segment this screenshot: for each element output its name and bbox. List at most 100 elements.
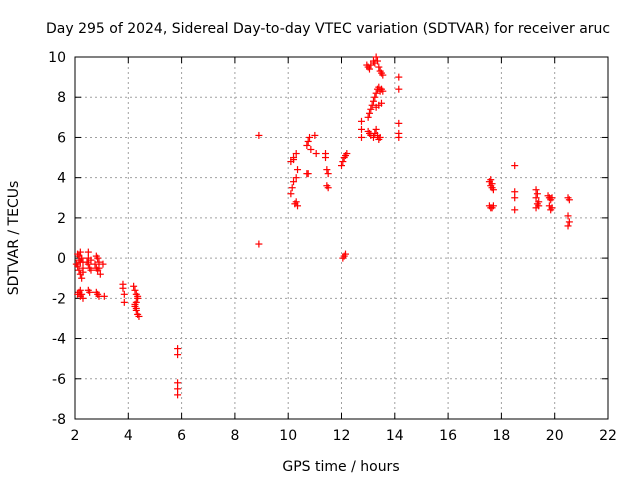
data-point: [83, 258, 91, 266]
x-tick-label: 16: [439, 428, 457, 444]
y-tick-label: -8: [52, 412, 66, 428]
data-point: [372, 125, 380, 133]
data-point: [304, 170, 312, 178]
data-point: [130, 282, 138, 290]
data-point: [367, 105, 375, 113]
data-point: [323, 166, 331, 174]
data-point: [76, 286, 84, 294]
data-point: [324, 170, 332, 178]
data-point: [306, 133, 314, 141]
chart-title: Day 295 of 2024, Sidereal Day-to-day VTE…: [46, 21, 610, 37]
data-point: [76, 248, 84, 256]
data-point: [86, 288, 94, 296]
data-point: [369, 133, 377, 141]
data-point: [303, 141, 311, 149]
data-point: [304, 137, 312, 145]
y-axis-label: SDTVAR / TECUs: [6, 181, 22, 296]
data-point: [489, 186, 497, 194]
data-point: [376, 133, 384, 141]
data-point: [292, 174, 300, 182]
data-point: [131, 286, 139, 294]
data-point: [533, 190, 541, 198]
data-point: [379, 87, 387, 95]
data-point: [292, 198, 300, 206]
data-point: [372, 89, 380, 97]
data-point: [288, 184, 296, 192]
data-point: [338, 162, 345, 170]
data-point: [532, 204, 540, 212]
data-point: [511, 162, 519, 170]
data-point: [395, 85, 403, 93]
data-point: [100, 292, 108, 300]
data-point: [395, 73, 403, 81]
data-point: [174, 391, 182, 399]
data-point: [368, 101, 376, 109]
data-point: [489, 202, 497, 210]
data-point: [135, 312, 143, 320]
data-point: [120, 290, 128, 298]
data-point: [174, 345, 182, 353]
data-point: [565, 218, 573, 226]
data-point: [120, 298, 128, 306]
data-point: [535, 198, 543, 206]
data-point: [131, 300, 139, 308]
data-point: [87, 256, 95, 264]
data-point: [174, 379, 182, 387]
data-point: [78, 290, 86, 298]
y-tick-label: 6: [57, 130, 66, 146]
data-point: [357, 133, 365, 141]
y-tick-label: 0: [57, 251, 66, 267]
data-point: [511, 194, 519, 202]
data-point: [312, 150, 320, 158]
y-tick-label: 4: [57, 171, 66, 187]
data-point: [395, 133, 403, 141]
data-point: [290, 178, 298, 186]
y-tick-label: 10: [48, 50, 66, 66]
data-point: [84, 248, 92, 256]
x-tick-label: 4: [124, 428, 133, 444]
data-point: [377, 99, 385, 107]
data-point: [369, 97, 377, 105]
x-tick-label: 20: [546, 428, 564, 444]
y-tick-label: -6: [52, 372, 66, 388]
data-point: [78, 274, 86, 282]
data-point: [365, 109, 373, 117]
x-tick-label: 14: [386, 428, 404, 444]
data-point: [292, 150, 300, 158]
data-point: [339, 158, 347, 166]
data-point: [290, 156, 298, 164]
data-points: [72, 53, 573, 399]
data-point: [367, 61, 375, 69]
data-point: [365, 65, 373, 73]
data-point: [564, 222, 572, 230]
y-tick-label: 8: [57, 90, 66, 106]
data-point: [375, 63, 383, 71]
data-point: [487, 176, 495, 184]
axis-ticks: [74, 56, 609, 420]
data-point: [532, 194, 540, 202]
x-tick-label: 22: [599, 428, 617, 444]
data-point: [95, 258, 103, 266]
data-point: [511, 206, 519, 214]
data-point: [99, 260, 107, 268]
data-point: [79, 294, 87, 302]
data-point: [532, 186, 540, 194]
y-tick-labels: -8 -6 -4 -2 0 2 4 6 8 10: [48, 50, 66, 428]
data-point: [357, 117, 365, 125]
data-point: [79, 268, 87, 276]
data-point: [373, 57, 381, 65]
data-point: [311, 131, 319, 139]
x-tick-label: 6: [177, 428, 186, 444]
data-point: [364, 113, 372, 121]
data-point: [94, 254, 102, 262]
grid: [75, 57, 608, 419]
data-point: [134, 292, 142, 300]
data-point: [324, 184, 332, 192]
data-point: [87, 266, 95, 274]
data-point: [341, 250, 349, 258]
y-tick-label: -4: [52, 332, 66, 348]
data-point: [132, 304, 140, 312]
x-axis-label: GPS time / hours: [282, 459, 399, 475]
data-point: [343, 150, 351, 158]
